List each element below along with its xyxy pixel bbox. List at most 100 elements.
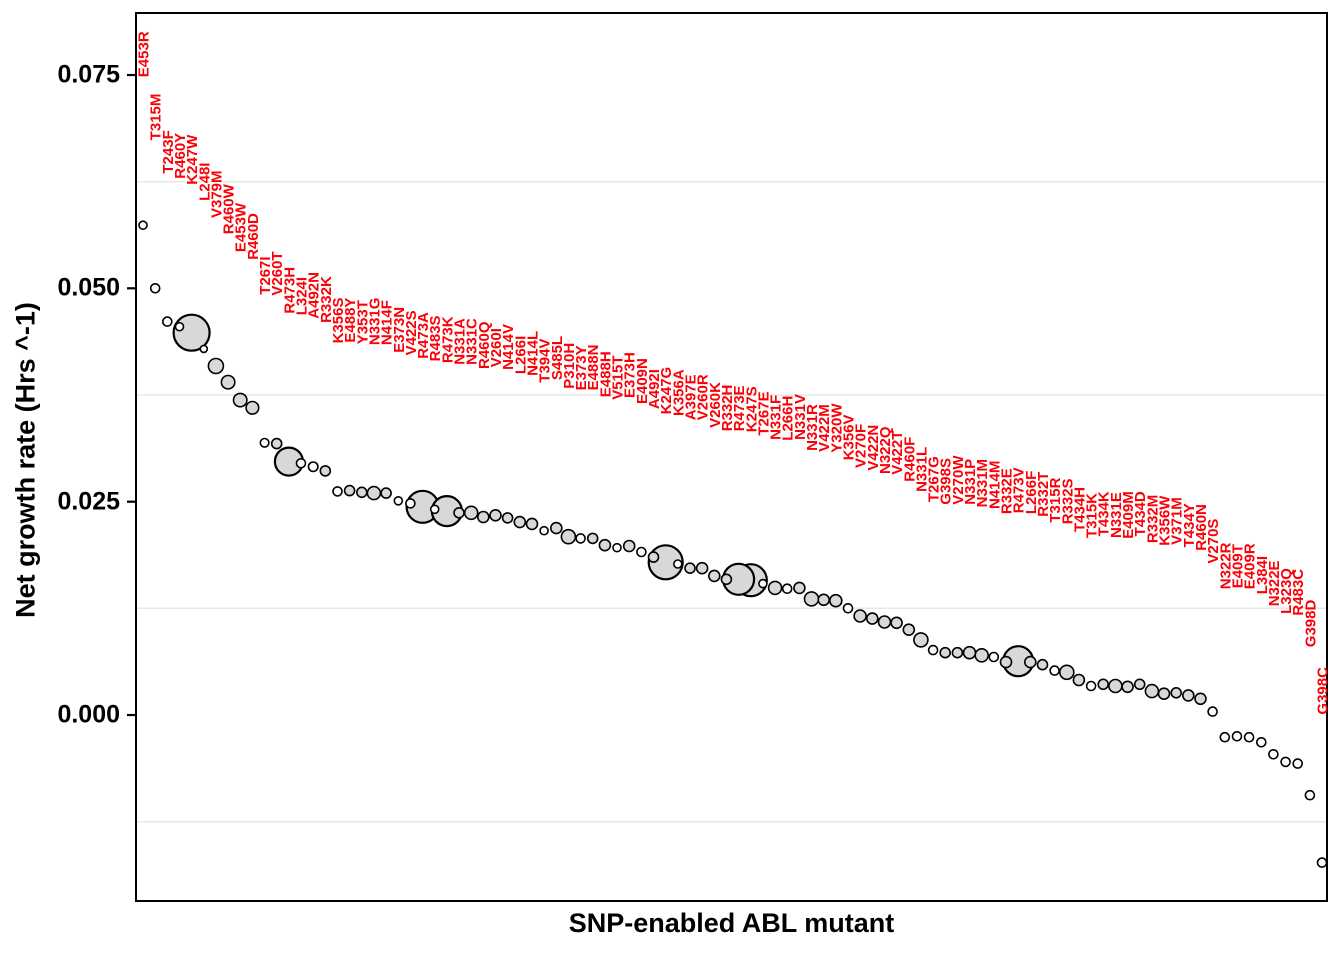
mutant-label: E373H bbox=[622, 352, 639, 398]
data-point-bubble bbox=[767, 580, 783, 596]
data-point-bubble bbox=[245, 400, 260, 415]
data-point-bubble bbox=[951, 646, 964, 659]
plot-panel-border bbox=[135, 12, 1328, 902]
mutant-label: N414V bbox=[500, 324, 517, 370]
data-point-bubble bbox=[612, 542, 622, 553]
mutant-label: P310H bbox=[561, 343, 578, 389]
data-point-bubble bbox=[295, 457, 307, 469]
data-point-bubble bbox=[393, 495, 404, 506]
mutant-label: T434D bbox=[1132, 491, 1149, 536]
mutant-label: R332M bbox=[1144, 495, 1161, 543]
data-point-bubble bbox=[476, 510, 490, 524]
mutant-label: N414L bbox=[525, 331, 542, 376]
mutant-label: K356S bbox=[330, 298, 347, 344]
data-point-bubble bbox=[672, 559, 683, 569]
mutant-label: R332K bbox=[318, 276, 335, 323]
mutant-label: L384I bbox=[1254, 556, 1271, 594]
mutant-label: N331G bbox=[366, 298, 383, 346]
data-point-bubble bbox=[793, 581, 806, 595]
data-point-bubble bbox=[622, 539, 636, 553]
mutant-label: V270S bbox=[1205, 519, 1222, 564]
mutant-label: L266I bbox=[512, 336, 529, 374]
mutant-label: N331P bbox=[962, 459, 979, 505]
data-point-bubble bbox=[684, 562, 696, 575]
data-point-bubble bbox=[1231, 730, 1243, 742]
data-point-bubble bbox=[513, 515, 527, 529]
data-point-bubble bbox=[1194, 692, 1207, 706]
data-point-bubble bbox=[598, 538, 612, 552]
mutant-label: K247G bbox=[658, 367, 675, 415]
mutant-label: T434H bbox=[1071, 487, 1088, 532]
data-point-bubble bbox=[817, 593, 831, 607]
data-point-bubble bbox=[307, 461, 319, 473]
data-point-bubble bbox=[429, 504, 440, 515]
data-point-bubble bbox=[149, 282, 161, 294]
mutant-label: R332E bbox=[999, 468, 1016, 514]
data-point-bubble bbox=[1024, 655, 1037, 669]
data-point-bubble bbox=[1316, 857, 1328, 868]
data-point-bubble bbox=[1182, 689, 1195, 702]
data-point-bubble bbox=[162, 316, 173, 327]
data-point-bubble bbox=[199, 344, 209, 354]
mutant-label: N331F bbox=[768, 395, 785, 440]
data-point-bubble bbox=[1280, 756, 1291, 768]
y-tick-label-0.050: 0.050 bbox=[57, 273, 120, 302]
mutant-label: T267I bbox=[257, 256, 274, 294]
mutant-label: E373Y bbox=[573, 345, 590, 390]
data-point-bubble bbox=[549, 521, 563, 535]
mutant-label: E409T bbox=[1230, 544, 1247, 588]
data-point-bubble bbox=[270, 437, 283, 450]
data-point-bubble bbox=[232, 392, 248, 408]
data-point-bubble bbox=[332, 486, 343, 497]
mutant-label: V270W bbox=[950, 455, 967, 505]
mutant-label: A492N bbox=[306, 272, 323, 319]
mutant-label: T434Y bbox=[1181, 503, 1198, 547]
mutant-label: K356A bbox=[670, 369, 687, 416]
mutant-label: L323Q bbox=[1278, 568, 1295, 614]
mutant-label: Y320W bbox=[828, 403, 845, 453]
data-point-bubble bbox=[902, 623, 916, 637]
mutant-label: L324I bbox=[294, 277, 311, 315]
data-point-bubble bbox=[988, 651, 1000, 663]
data-point-bubble bbox=[758, 578, 768, 589]
mutant-label: N322E bbox=[1266, 560, 1283, 606]
mutant-label: T315R bbox=[1047, 477, 1064, 522]
data-point-bubble bbox=[647, 551, 660, 563]
mutant-label: E409R bbox=[1242, 543, 1259, 589]
data-point-bubble bbox=[828, 593, 843, 608]
data-point-bubble bbox=[1207, 706, 1218, 717]
mutant-label: V422T bbox=[889, 431, 906, 475]
mutant-label: R473E bbox=[731, 385, 748, 431]
data-point-bubble bbox=[1036, 658, 1049, 671]
y-tick-label-0.075: 0.075 bbox=[57, 60, 120, 89]
data-point-bubble bbox=[1085, 680, 1097, 692]
data-point-bubble bbox=[1219, 731, 1231, 743]
data-point-bubble bbox=[1304, 789, 1316, 801]
data-point-bubble bbox=[803, 591, 820, 607]
mutant-label: G398D bbox=[1302, 600, 1319, 648]
data-point-bubble bbox=[962, 645, 977, 660]
data-point-bubble bbox=[999, 655, 1013, 669]
data-point-bubble bbox=[842, 602, 854, 614]
data-point-bubble bbox=[636, 546, 647, 558]
data-point-bubble bbox=[343, 484, 356, 497]
mutant-label: E409N bbox=[634, 358, 651, 404]
mutant-label: R460N bbox=[1193, 504, 1210, 551]
data-point-bubble bbox=[1292, 758, 1303, 769]
y-axis-title: Net growth rate (Hrs ^-1) bbox=[10, 302, 41, 618]
mutant-label: E488N bbox=[585, 345, 602, 391]
mutant-label: N414F bbox=[379, 300, 396, 345]
data-point-bubble bbox=[560, 528, 577, 545]
data-point-bubble bbox=[707, 569, 721, 583]
data-point-bubble bbox=[1268, 748, 1279, 760]
mutant-label: N322Q bbox=[877, 426, 894, 474]
data-point-bubble bbox=[853, 609, 867, 623]
mutant-label: T434K bbox=[1096, 491, 1113, 536]
mutant-label: T267G bbox=[926, 456, 943, 502]
mutant-label: V371M bbox=[1169, 497, 1186, 545]
mutant-label: R473K bbox=[439, 316, 456, 363]
data-point-bubble bbox=[220, 374, 236, 390]
mutant-label: N414M bbox=[986, 461, 1003, 509]
